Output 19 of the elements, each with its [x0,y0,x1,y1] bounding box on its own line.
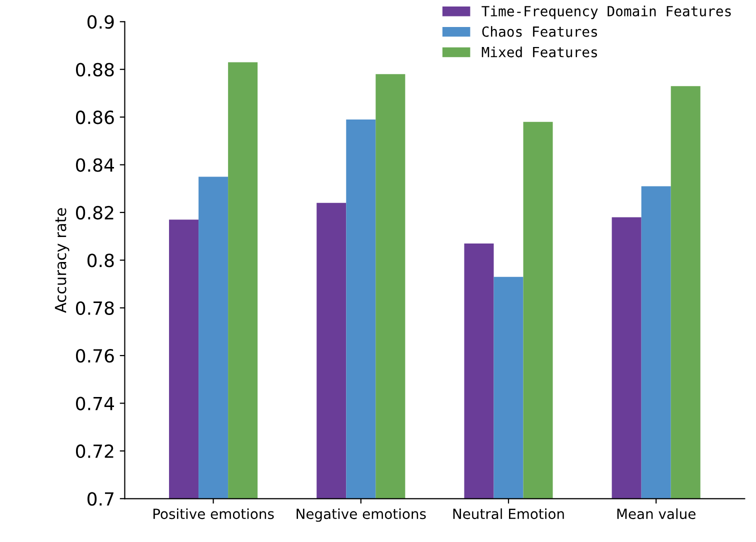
y-tick-label: 0.7 [87,492,114,506]
y-tick-label: 0.76 [76,349,114,363]
y-tick-label: 0.82 [76,206,114,220]
legend-label: Time-Frequency Domain Features [482,6,731,20]
y-tick-label: 0.86 [76,110,114,124]
y-tick-label: 0.9 [87,15,114,29]
y-tick-label: 0.8 [87,254,114,268]
y-tick-label: 0.88 [76,62,114,76]
legend-label: Mixed Features [482,46,598,58]
y-tick-label: 0.78 [76,301,114,315]
legend-label: Chaos Features [482,26,598,37]
y-tick-label: 0.74 [76,396,114,410]
y-tick-label: 0.84 [76,158,114,172]
x-tick-label: Neutral Emotion [453,508,564,520]
x-tick-label: Negative emotions [296,508,426,522]
x-tick-label: Positive emotions [153,508,274,520]
y-tick-label: 0.72 [76,444,114,458]
x-tick-label: Mean value [617,508,696,520]
y-axis-title: Accuracy rate [54,208,70,313]
